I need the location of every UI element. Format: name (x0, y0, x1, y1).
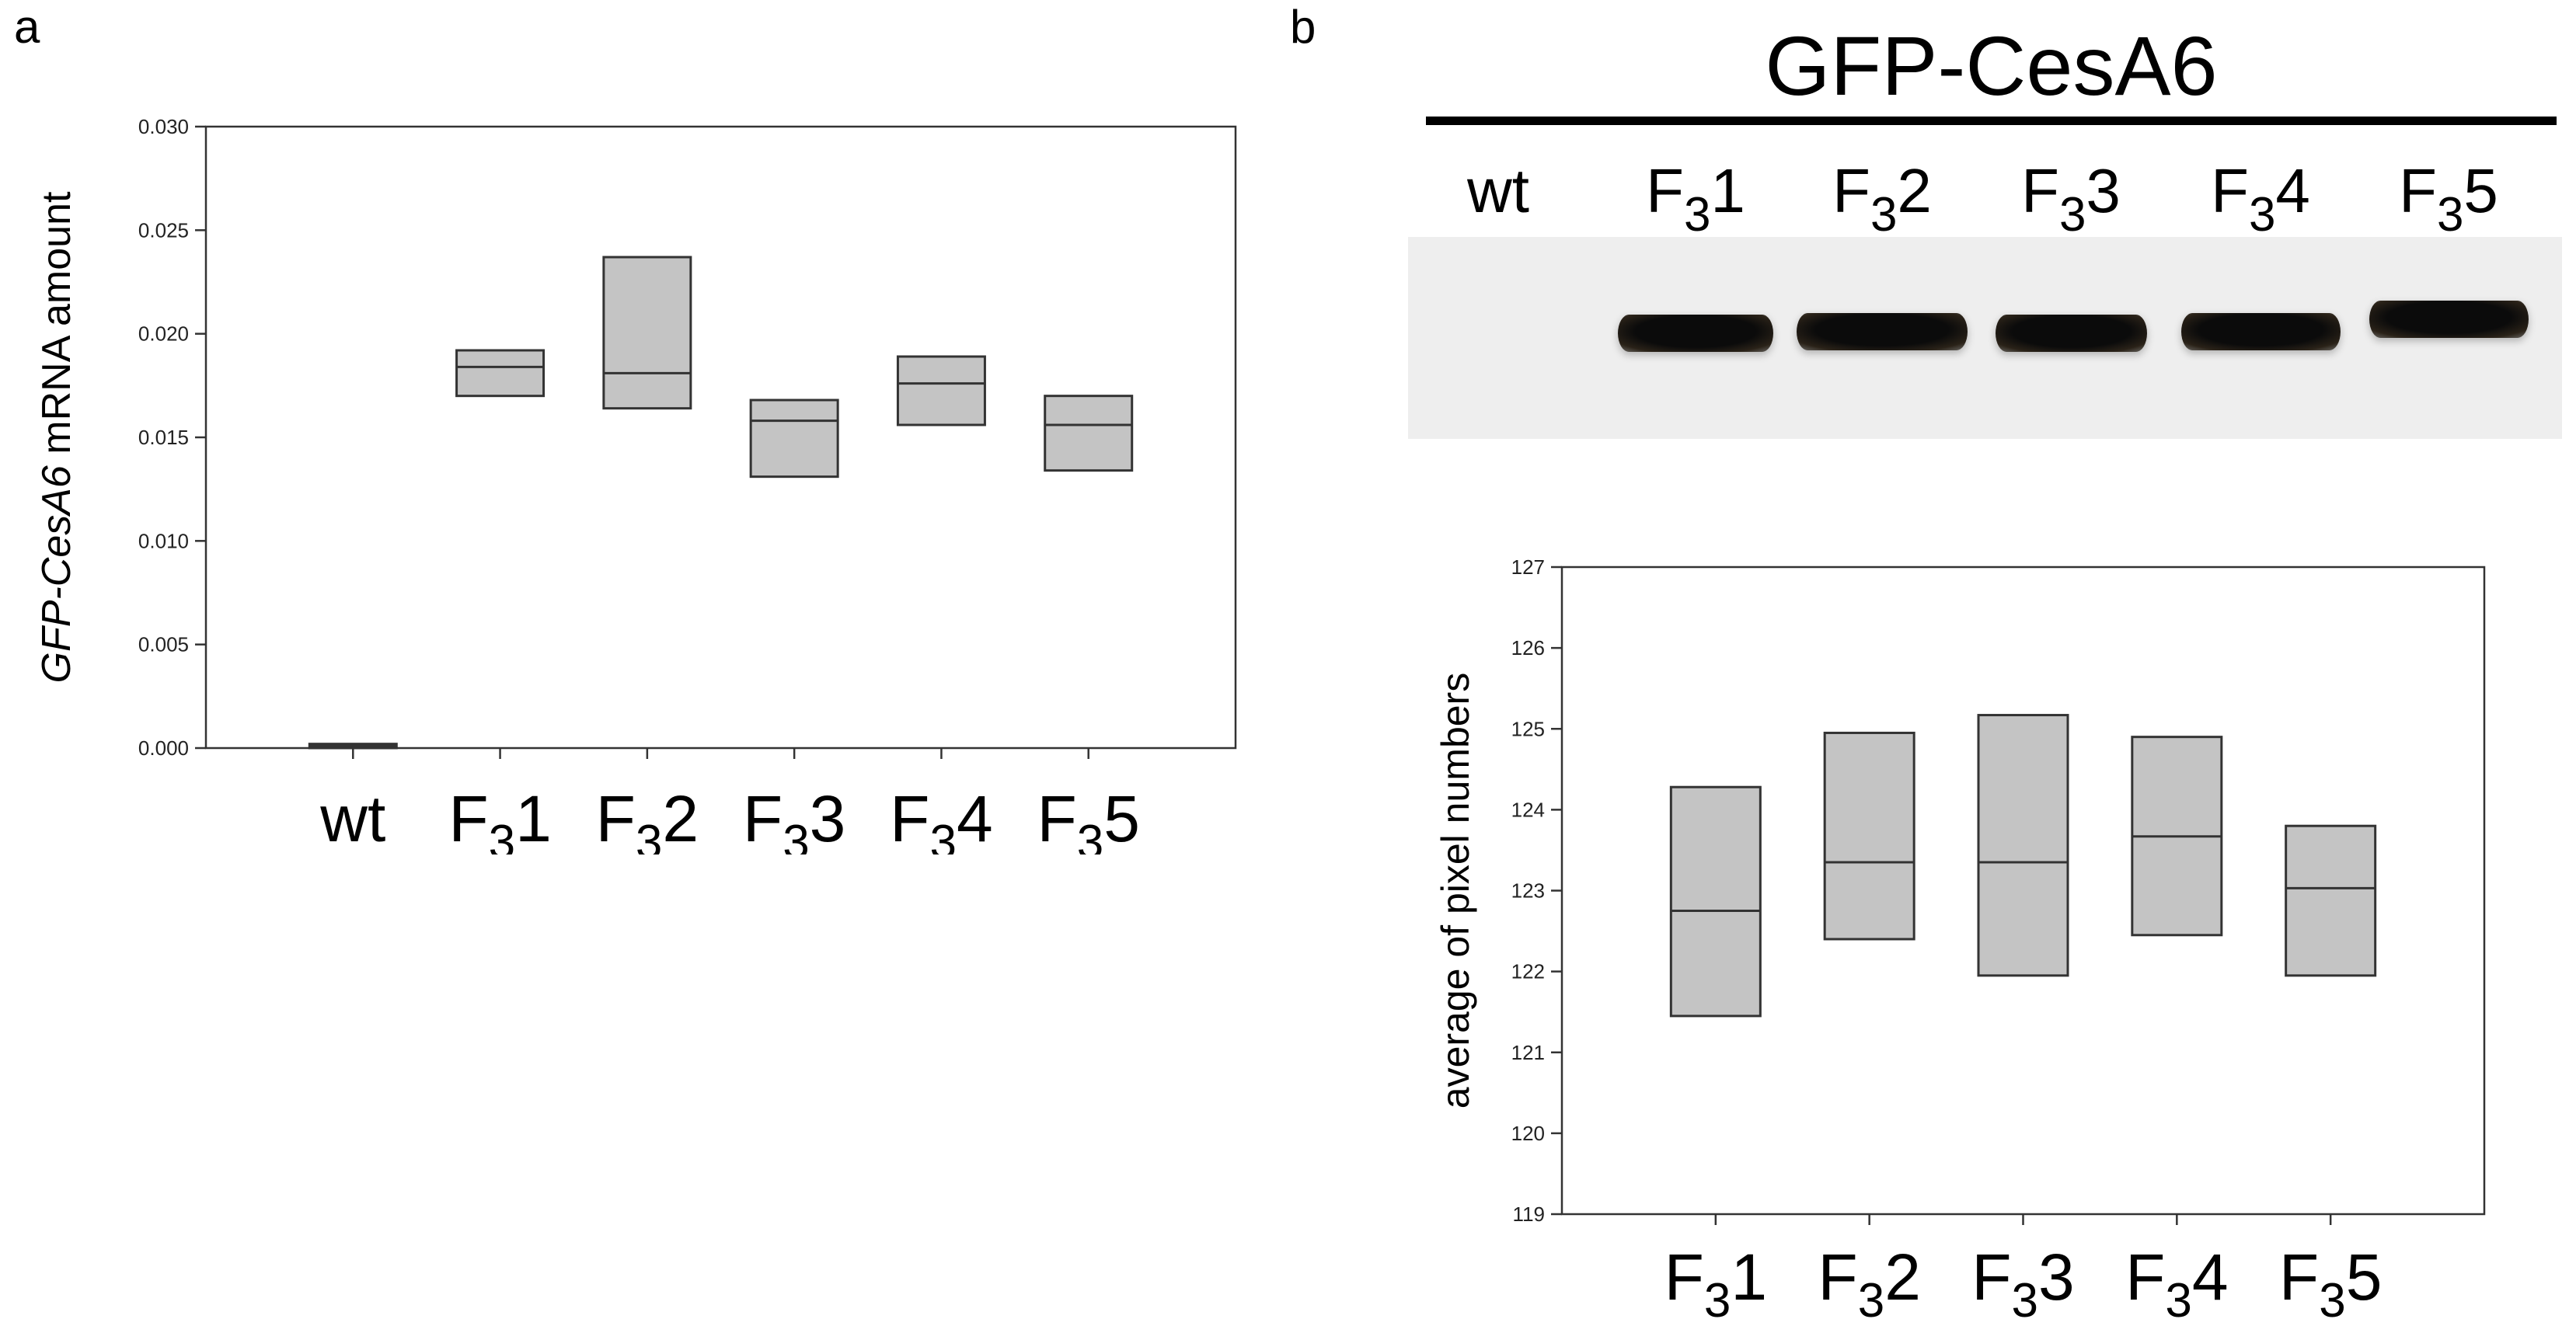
chart-b-pixel-boxplot: 119 120 121 122 123 124 125 126 127 F31 F32 F33 F34 F… (0, 0, 2576, 1333)
box-2 (1825, 733, 1914, 939)
y-tick-label: 127 (1511, 555, 1545, 579)
y-tick-label: 121 (1511, 1041, 1545, 1064)
x-tick-label-5: F35 (2279, 1241, 2383, 1328)
x-tick-label-4: F34 (2125, 1241, 2229, 1328)
x-tick-label-2: F32 (1818, 1241, 1921, 1328)
x-tick-label-1: F31 (1664, 1241, 1768, 1328)
box-3 (1978, 715, 2068, 976)
y-tick-label: 122 (1511, 960, 1545, 983)
y-tick-label: 125 (1511, 717, 1545, 740)
y-tick-label: 124 (1511, 798, 1545, 821)
box-1 (1671, 787, 1760, 1016)
box-5 (2286, 826, 2376, 976)
y-tick-label: 119 (1513, 1202, 1545, 1226)
y-tick-label: 123 (1511, 879, 1545, 903)
y-tick-label: 120 (1511, 1122, 1545, 1145)
y-tick-label: 126 (1511, 636, 1545, 660)
y-axis-label: average of pixel numbers (1434, 673, 1477, 1109)
x-tick-label-3: F33 (1971, 1241, 2075, 1328)
